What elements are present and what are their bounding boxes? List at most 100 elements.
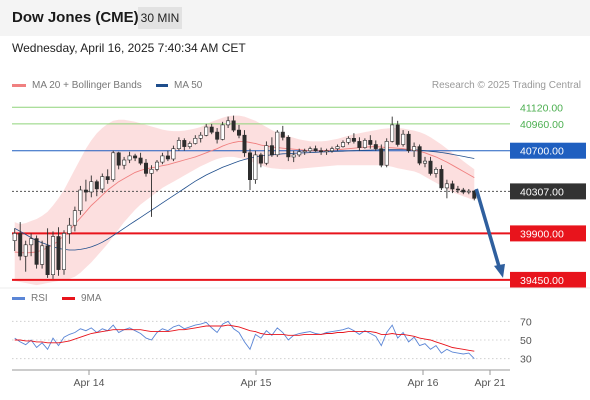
timestamp: Wednesday, April 16, 2025 7:40:34 AM CET [12,41,246,55]
candle [269,137,274,157]
candle [362,138,367,149]
candle [23,240,28,272]
candle-body [160,155,165,163]
candle-body [72,210,77,226]
candle [439,165,444,190]
candle-body [198,134,203,139]
x-tick-label: Apr 21 [475,377,506,389]
legend-ma50: MA 50 [156,80,202,91]
candle [253,150,258,184]
candle [105,169,110,184]
candle [111,150,116,182]
candle [280,125,285,141]
candle [291,150,296,163]
candle [248,148,253,190]
candle-body [116,152,121,166]
timeframe-button[interactable]: 30 MIN [138,7,182,29]
candle-body [253,154,258,180]
candle-body [111,152,116,181]
candle [176,137,181,151]
candle [226,116,231,128]
level-label: 40700.00 [520,146,564,158]
candle-body [308,148,313,152]
level-tag-41120.00: 41120.00 [520,102,563,114]
candle [368,135,373,149]
candle-body [23,244,28,257]
candle-body [187,143,192,147]
candle-body [340,142,345,147]
candle-body [291,154,296,158]
candle-body [422,160,427,164]
candle-body [45,245,50,276]
candle-body [362,140,367,148]
candle-body [133,155,138,159]
legend-rsi-label: RSI [31,293,48,304]
candle [450,180,455,194]
candle-body [100,176,105,190]
candle [149,165,154,217]
instrument-title: Dow Jones (CME) [12,9,139,26]
candle [412,142,417,157]
candle-body [50,236,55,276]
candle [237,124,242,139]
candle [50,231,55,279]
candle-body [444,183,449,189]
rsi-ma-swatch [62,297,75,300]
level-label: 40960.00 [520,119,564,131]
candle [444,179,449,199]
candle [100,173,105,194]
candle-body [209,126,214,133]
candle-body [176,140,181,149]
candle [433,167,438,178]
candle-body [335,146,340,150]
candle-body [144,162,149,174]
legend-ma20-label: MA 20 + Bollinger Bands [32,80,142,91]
candle-body [248,152,253,181]
candle-body [302,150,307,152]
candle [417,144,422,166]
candle [165,150,170,162]
candle-body [401,133,406,145]
level-label: 41120.00 [520,102,563,114]
candle-body [78,189,83,212]
candle-body [220,124,225,140]
candle [198,132,203,143]
candle-body [226,120,231,126]
candle [379,144,384,168]
candle [335,144,340,151]
candle-body [269,145,274,156]
level-tag-40307.00: 40307.00 [510,183,586,200]
candle-body [384,141,389,166]
candle [472,190,477,201]
candle [12,228,17,251]
candle-body [450,183,455,190]
candle [422,156,427,168]
candle-body [368,140,373,145]
candle [395,120,400,147]
candle [209,123,214,135]
candle [61,230,66,275]
header-bar: Dow Jones (CME) 30 MIN [0,0,590,36]
candle [182,138,187,151]
candle [428,156,433,176]
candle-body [155,161,160,170]
candle-body [149,169,154,174]
level-label-bg [510,225,586,242]
candle-body [171,148,176,160]
candle [204,123,209,137]
candle [171,145,176,162]
candle [193,135,198,145]
candle-body [439,169,444,189]
candle [297,148,302,157]
x-tick-label: Apr 14 [74,377,105,389]
candle-body [56,236,61,270]
rsi-line [14,320,475,360]
candle-body [12,233,17,241]
candle [215,128,220,144]
level-tag-40700.00: 40700.00 [510,142,586,159]
candle [144,159,149,177]
candle [127,151,132,164]
candle [455,185,460,194]
candle-body [357,141,362,148]
